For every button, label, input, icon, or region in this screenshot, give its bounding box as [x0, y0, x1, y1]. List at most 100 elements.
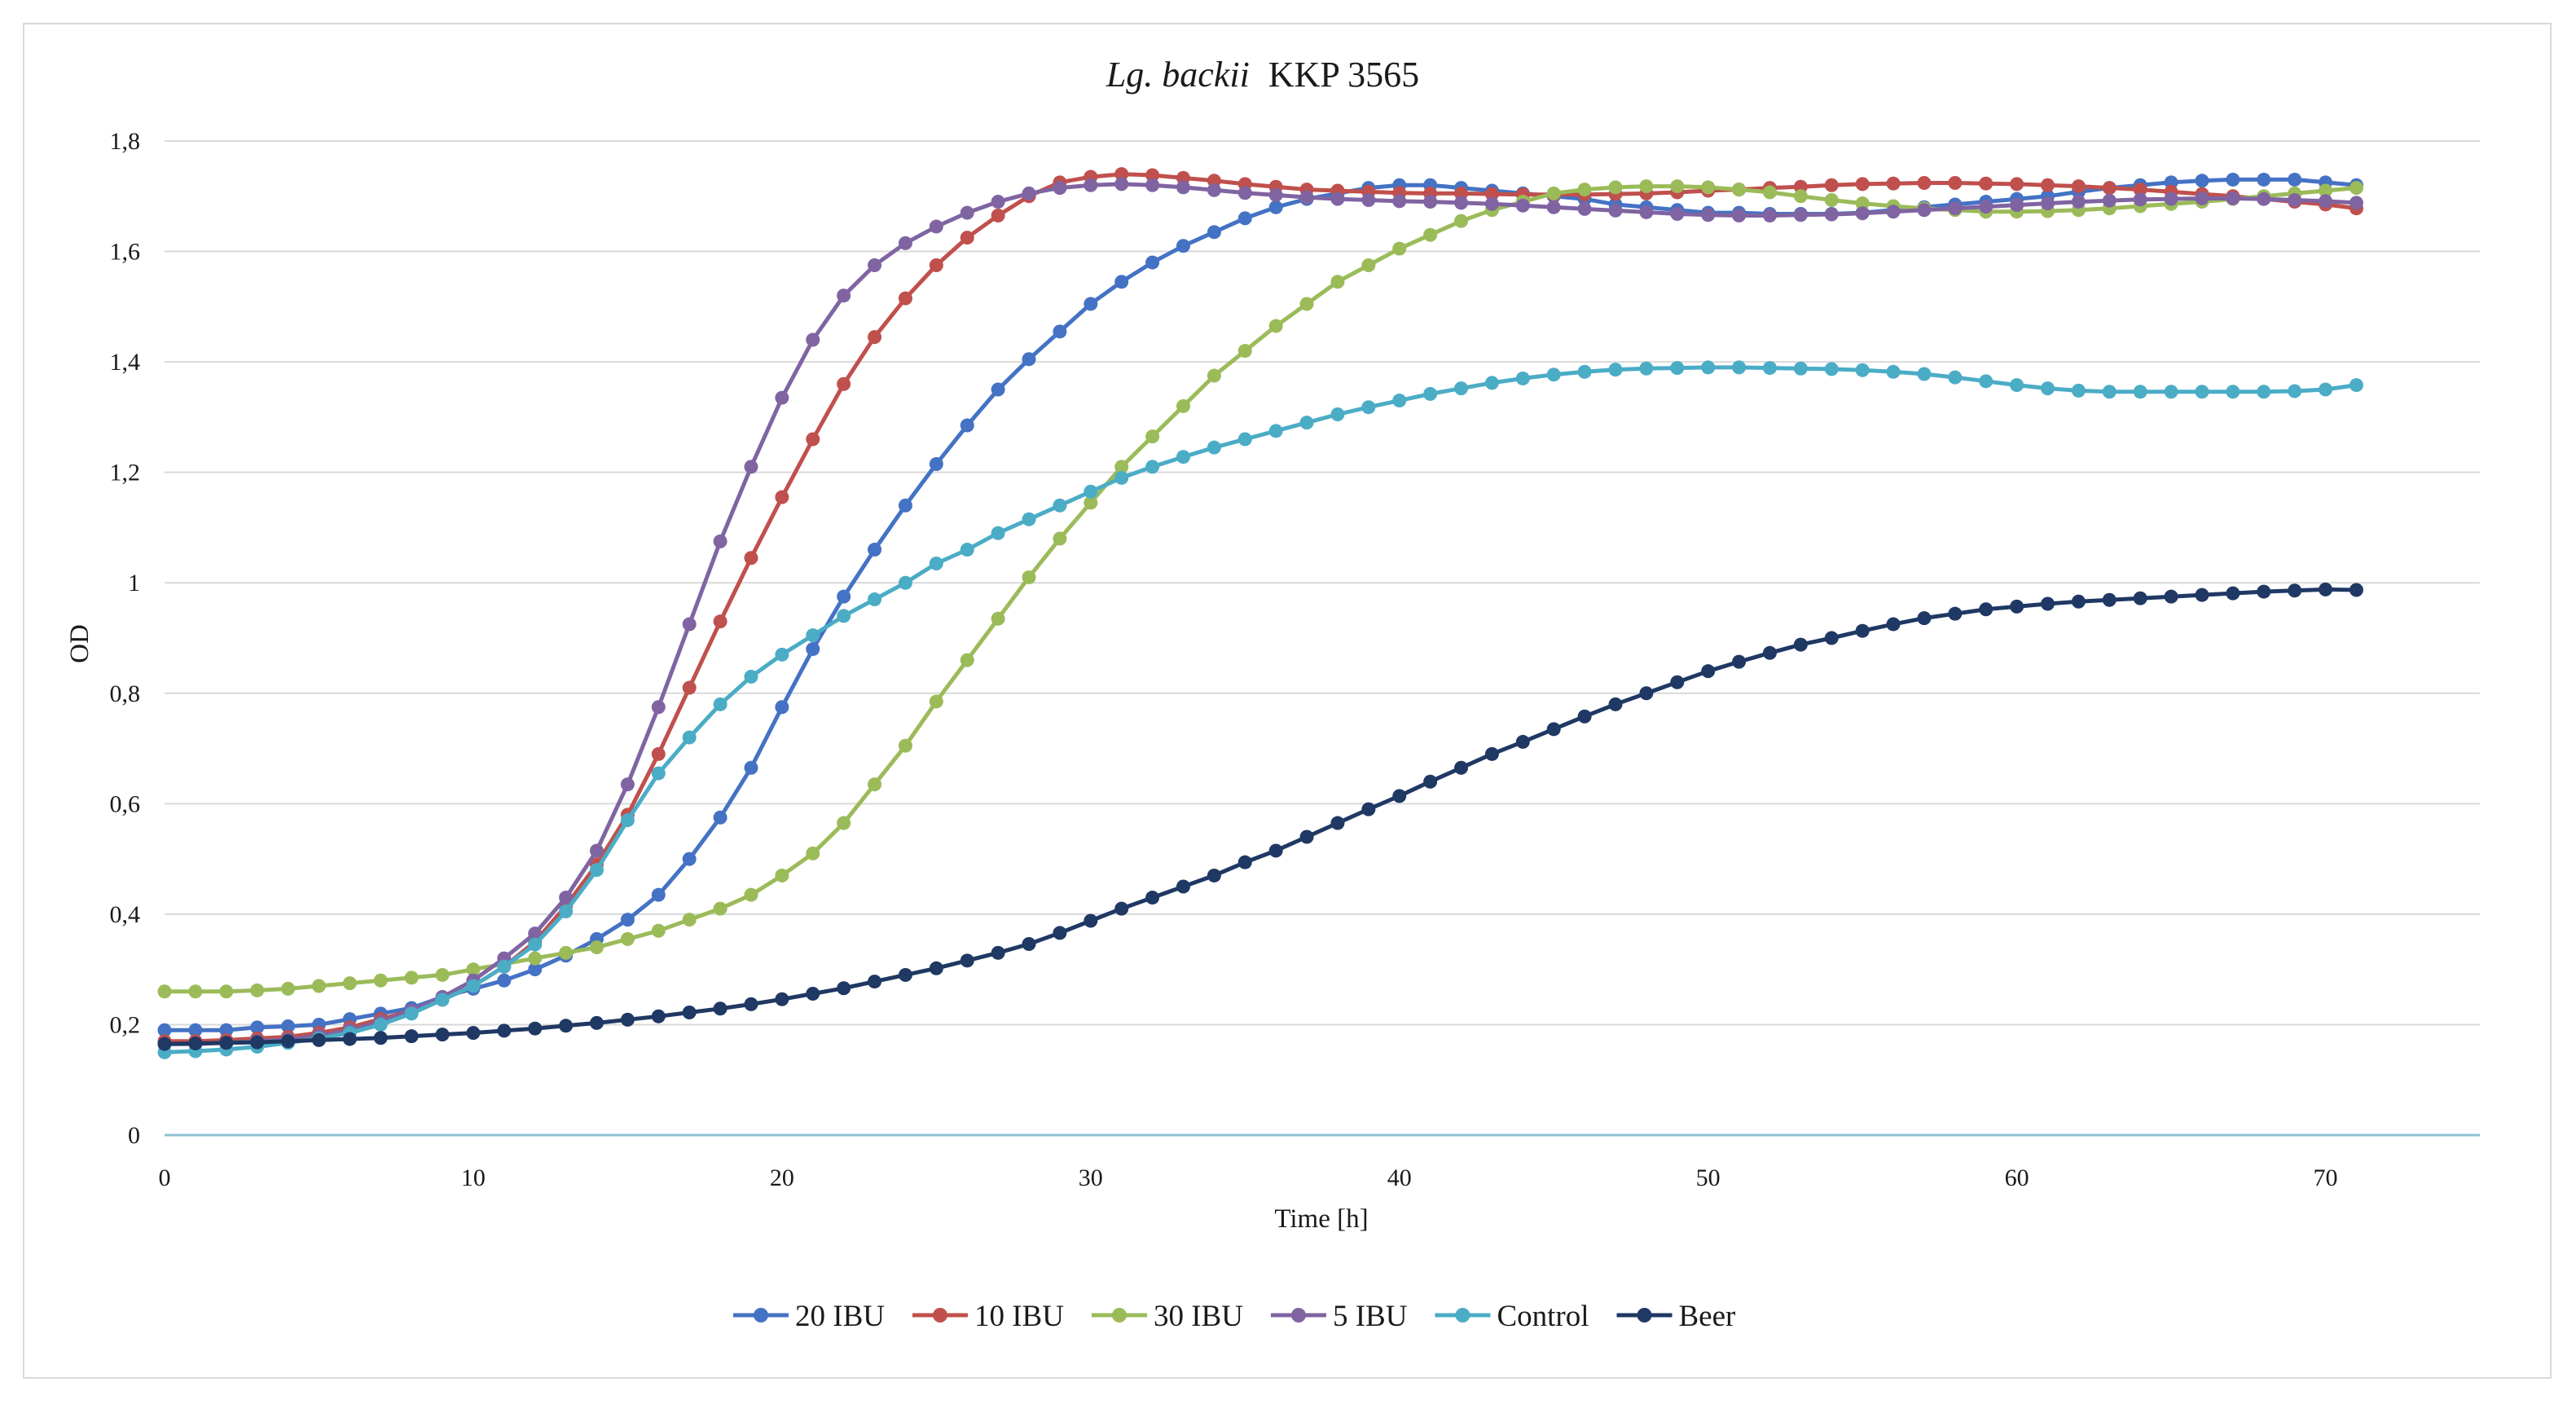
data-point: [1979, 602, 1994, 617]
data-point: [1361, 193, 1376, 208]
series-5-ibu: [157, 177, 2363, 1051]
data-point: [2319, 194, 2333, 209]
data-point: [1053, 531, 1067, 546]
data-point: [435, 992, 450, 1007]
data-point: [559, 904, 574, 918]
data-point: [1886, 617, 1901, 632]
data-point: [1824, 178, 1839, 192]
data-point: [682, 617, 697, 632]
data-point: [1948, 606, 1963, 621]
series-line: [164, 587, 2357, 1046]
legend-item: 30 IBU: [1091, 1300, 1243, 1333]
legend-item: Beer: [1616, 1300, 1735, 1333]
data-point: [2288, 193, 2302, 208]
data-point: [404, 970, 419, 985]
data-point: [2349, 181, 2363, 196]
data-point: [1639, 205, 1654, 219]
data-point: [868, 543, 882, 557]
data-point: [404, 1029, 419, 1044]
data-point: [2040, 381, 2055, 396]
data-point: [960, 543, 974, 557]
data-point: [1979, 176, 1994, 191]
data-point: [1546, 722, 1561, 737]
data-point: [281, 981, 296, 996]
data-point: [2102, 181, 2117, 196]
data-point: [1701, 664, 1716, 679]
data-point: [342, 1032, 357, 1046]
data-point: [590, 1015, 604, 1030]
data-point: [806, 846, 820, 860]
data-point: [559, 945, 574, 960]
data-point: [559, 1019, 574, 1033]
data-point: [373, 1031, 388, 1045]
data-point: [528, 937, 543, 952]
data-point: [1423, 386, 1438, 401]
y-tick-label: 0,4: [110, 901, 141, 928]
data-point: [1145, 168, 1160, 183]
data-point: [960, 418, 974, 433]
y-tick-label: 1,4: [110, 349, 141, 376]
data-point: [1608, 697, 1623, 711]
data-point: [682, 913, 697, 927]
data-point: [775, 700, 789, 715]
data-point: [651, 1009, 666, 1023]
data-point: [1639, 179, 1654, 194]
data-point: [1053, 181, 1067, 196]
legend-marker: [754, 1308, 768, 1323]
data-point: [1484, 187, 1499, 201]
data-point: [929, 457, 943, 471]
legend-marker: [932, 1308, 947, 1323]
data-point: [497, 959, 512, 974]
data-point: [1793, 637, 1808, 652]
data-point: [1855, 623, 1870, 638]
data-point: [435, 967, 450, 982]
data-point: [1114, 901, 1129, 916]
data-point: [1515, 734, 1530, 749]
data-point: [2040, 596, 2055, 611]
data-point: [342, 976, 357, 991]
data-point: [1022, 352, 1036, 367]
data-point: [219, 1036, 234, 1050]
data-point: [2040, 178, 2055, 192]
data-point: [1454, 381, 1469, 396]
data-point: [1053, 498, 1067, 513]
data-point: [590, 863, 604, 878]
data-point: [1207, 368, 1221, 383]
data-point: [2349, 196, 2363, 210]
legend: 20 IBU 10 IBU 30 IBU 5 IBU Control Beer: [733, 1300, 1735, 1333]
data-point: [1886, 176, 1901, 191]
data-point: [497, 1023, 512, 1038]
data-point: [1639, 686, 1654, 701]
data-point: [466, 962, 481, 977]
data-point: [929, 694, 943, 709]
data-point: [1237, 855, 1252, 869]
data-point: [713, 614, 728, 629]
data-point: [837, 288, 851, 303]
data-point: [1515, 198, 1530, 213]
data-point: [250, 1020, 265, 1035]
y-tick-label: 1: [128, 570, 140, 596]
legend-marker: [1111, 1308, 1127, 1323]
data-point: [1948, 370, 1963, 385]
data-point: [1793, 189, 1808, 204]
data-point: [2319, 582, 2333, 596]
data-point: [2010, 177, 2024, 191]
data-point: [744, 760, 758, 775]
data-point: [868, 592, 882, 607]
data-point: [1824, 362, 1839, 376]
data-point: [1392, 194, 1407, 209]
data-point: [744, 887, 758, 902]
data-point: [868, 975, 882, 989]
data-point: [2319, 183, 2333, 198]
legend-label: 30 IBU: [1154, 1300, 1243, 1333]
data-point: [219, 1023, 234, 1037]
data-point: [2257, 385, 2271, 399]
data-point: [2226, 191, 2240, 205]
data-point: [1824, 631, 1839, 645]
data-point: [1454, 196, 1469, 210]
y-tick-label: 0,6: [110, 790, 141, 817]
data-point: [281, 1019, 296, 1033]
data-point: [2164, 385, 2178, 399]
data-point: [466, 979, 481, 993]
data-point: [1423, 227, 1438, 242]
